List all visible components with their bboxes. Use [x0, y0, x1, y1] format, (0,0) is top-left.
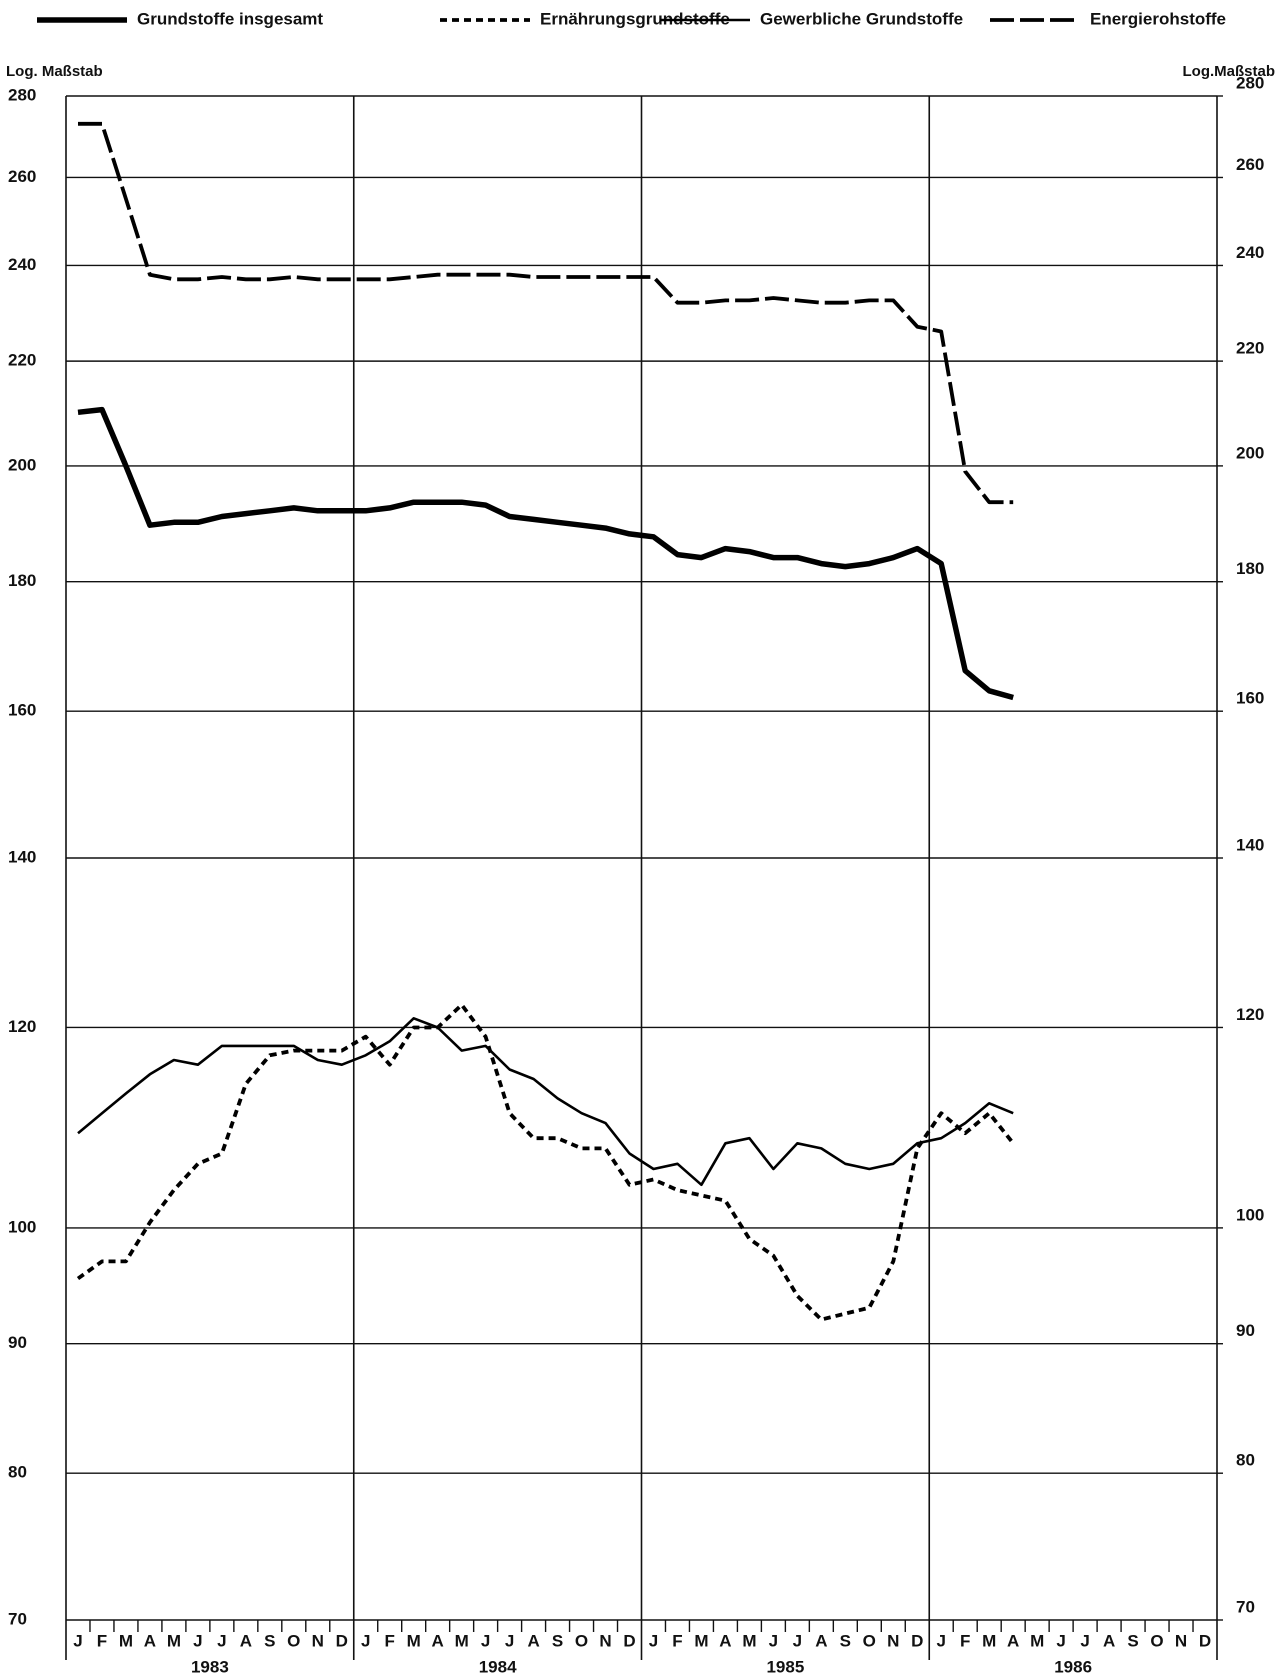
x-tick-label: S: [1127, 1631, 1138, 1650]
y-tick-label: 120: [8, 1017, 36, 1036]
y-tick-label: 80: [8, 1463, 27, 1482]
y-axis-label: Log. Maßstab: [6, 63, 103, 80]
y-tick-label: 160: [8, 701, 36, 720]
x-tick-label: M: [119, 1631, 133, 1650]
x-tick-label: A: [1007, 1631, 1019, 1650]
y-tick-label: 220: [8, 351, 36, 370]
x-tick-label: D: [911, 1631, 923, 1650]
x-tick-label: D: [336, 1631, 348, 1650]
x-tick-label: J: [649, 1631, 658, 1650]
x-tick-label: J: [73, 1631, 82, 1650]
x-tick-label: M: [1030, 1631, 1044, 1650]
y2-tick-label: 280: [1236, 73, 1264, 92]
x-tick-label: M: [455, 1631, 469, 1650]
year-label: 1985: [766, 1657, 804, 1676]
series-line: [77, 406, 1014, 701]
year-label: 1984: [479, 1657, 517, 1676]
series-line: [77, 1017, 1014, 1187]
series-line: [78, 121, 1014, 505]
x-tick-label: J: [505, 1631, 514, 1650]
x-tick-label: A: [432, 1631, 444, 1650]
x-tick-label: O: [863, 1631, 876, 1650]
x-tick-label: M: [694, 1631, 708, 1650]
x-tick-label: N: [1175, 1631, 1187, 1650]
x-tick-label: M: [742, 1631, 756, 1650]
x-tick-label: O: [1150, 1631, 1163, 1650]
x-tick-label: J: [361, 1631, 370, 1650]
x-tick-label: M: [167, 1631, 181, 1650]
year-label: 1983: [191, 1657, 229, 1676]
x-tick-label: A: [144, 1631, 156, 1650]
y-tick-label: 180: [8, 571, 36, 590]
x-tick-label: J: [1080, 1631, 1089, 1650]
y2-tick-label: 100: [1236, 1205, 1264, 1224]
x-tick-label: N: [312, 1631, 324, 1650]
x-tick-label: A: [719, 1631, 731, 1650]
legend-label: Ernährungsgrundstoffe: [540, 9, 730, 28]
x-tick-label: J: [793, 1631, 802, 1650]
y2-tick-label: 200: [1236, 443, 1264, 462]
y2-tick-label: 70: [1236, 1597, 1255, 1616]
y-tick-label: 100: [8, 1217, 36, 1236]
y-tick-label: 240: [8, 255, 36, 274]
x-tick-label: O: [287, 1631, 300, 1650]
series-line: [76, 1002, 1015, 1322]
x-tick-label: A: [240, 1631, 252, 1650]
y2-tick-label: 140: [1236, 835, 1264, 854]
x-tick-label: J: [937, 1631, 946, 1650]
x-tick-label: S: [264, 1631, 275, 1650]
y-tick-label: 140: [8, 847, 36, 866]
y2-axis-label: Log.Maßstab: [1183, 63, 1276, 80]
legend-label: Gewerbliche Grundstoffe: [760, 9, 963, 28]
y2-tick-label: 90: [1236, 1321, 1255, 1340]
y-tick-label: 70: [8, 1609, 27, 1628]
x-tick-label: F: [385, 1631, 395, 1650]
x-tick-label: J: [193, 1631, 202, 1650]
legend-label: Energierohstoffe: [1090, 9, 1226, 28]
x-tick-label: S: [552, 1631, 563, 1650]
year-label: 1986: [1054, 1657, 1092, 1676]
x-tick-label: A: [527, 1631, 539, 1650]
x-tick-label: S: [840, 1631, 851, 1650]
x-tick-label: F: [672, 1631, 682, 1650]
x-tick-label: M: [407, 1631, 421, 1650]
x-tick-label: J: [1056, 1631, 1065, 1650]
y2-tick-label: 80: [1236, 1451, 1255, 1470]
x-tick-label: F: [960, 1631, 970, 1650]
x-tick-label: J: [481, 1631, 490, 1650]
legend-label: Grundstoffe insgesamt: [137, 9, 323, 28]
x-tick-label: N: [887, 1631, 899, 1650]
x-tick-label: D: [1199, 1631, 1211, 1650]
x-tick-label: O: [575, 1631, 588, 1650]
y-tick-label: 260: [8, 167, 36, 186]
y-tick-label: 90: [8, 1333, 27, 1352]
y2-tick-label: 120: [1236, 1005, 1264, 1024]
x-tick-label: F: [97, 1631, 107, 1650]
x-tick-label: M: [982, 1631, 996, 1650]
x-tick-label: A: [1103, 1631, 1115, 1650]
y2-tick-label: 260: [1236, 155, 1264, 174]
y2-tick-label: 240: [1236, 243, 1264, 262]
x-tick-label: J: [769, 1631, 778, 1650]
y2-tick-label: 180: [1236, 559, 1264, 578]
y2-tick-label: 160: [1236, 689, 1264, 708]
x-tick-label: J: [217, 1631, 226, 1650]
x-tick-label: A: [815, 1631, 827, 1650]
y-tick-label: 280: [8, 85, 36, 104]
y-tick-label: 200: [8, 455, 36, 474]
x-tick-label: N: [599, 1631, 611, 1650]
x-tick-label: D: [623, 1631, 635, 1650]
y2-tick-label: 220: [1236, 339, 1264, 358]
